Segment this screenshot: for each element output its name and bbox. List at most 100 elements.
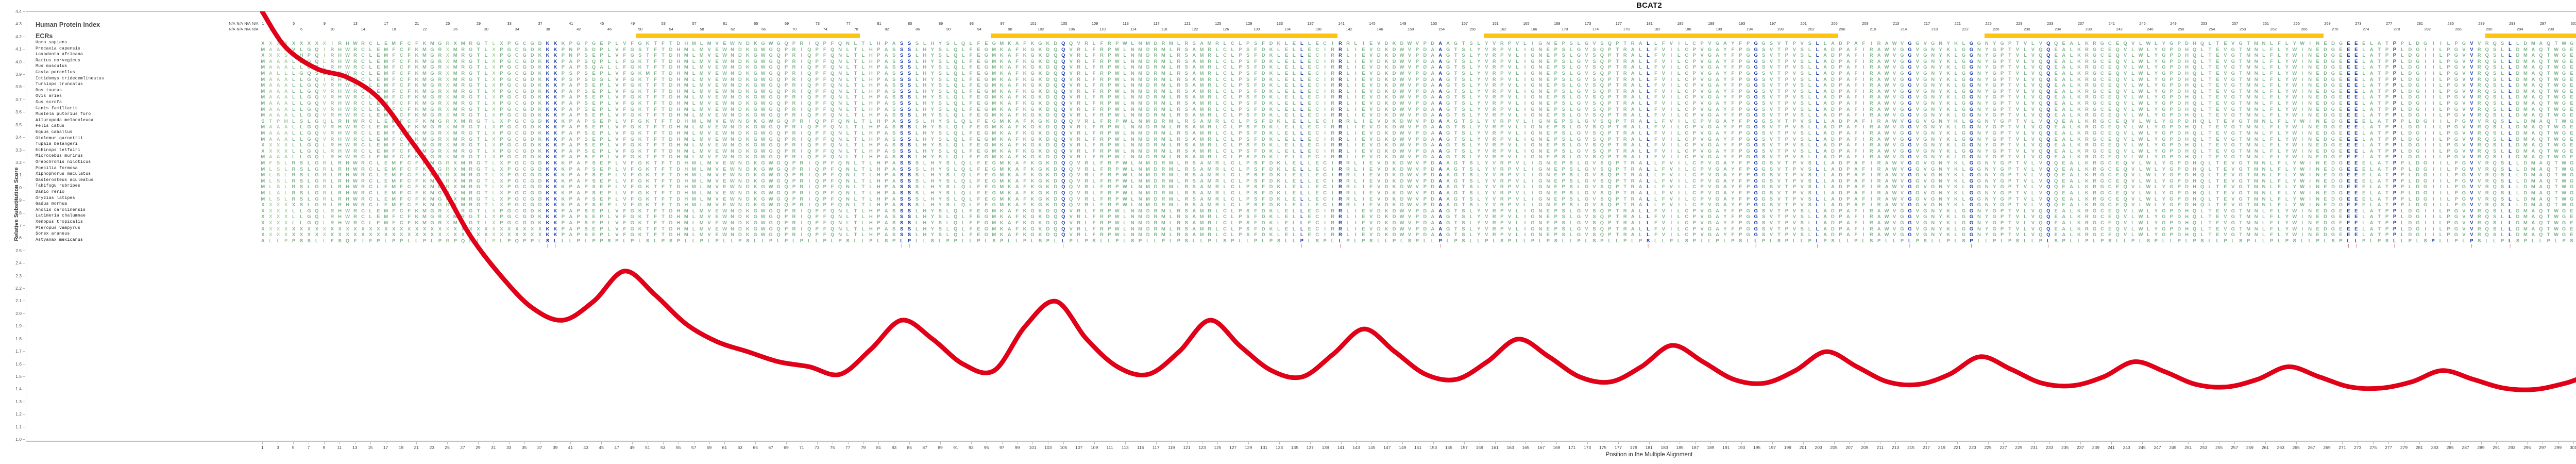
x-tick-label: 1 (261, 445, 264, 450)
species-label[interactable]: Echinops telfairi (36, 147, 80, 153)
x-tick-label: 177 (1614, 445, 1622, 450)
x-tick-mark (1464, 442, 1465, 444)
species-label[interactable]: Procavia capensis (36, 46, 80, 51)
x-tick-label: 11 (337, 445, 342, 450)
y-tick-mark (23, 200, 25, 201)
species-label[interactable]: Oreochromis niloticus (36, 160, 91, 164)
species-label[interactable]: Tursiops truncatus (36, 82, 83, 87)
species-label[interactable]: Takifugu rubripes (36, 184, 80, 189)
x-tick-label: 31 (491, 445, 496, 450)
position-number: 178 (1623, 27, 1630, 31)
y-tick-mark (23, 74, 25, 75)
ecr-block[interactable] (636, 34, 860, 38)
position-number: 266 (2301, 27, 2308, 31)
position-number: 53 (661, 21, 666, 26)
species-label[interactable]: Mustela putorius furo (36, 112, 91, 117)
position-number: 181 (1646, 21, 1653, 26)
x-tick-label: 291 (2493, 445, 2500, 450)
species-label[interactable]: Mus musculus (36, 64, 67, 69)
x-tick-label: 285 (2446, 445, 2454, 450)
position-number: 166 (1531, 27, 1537, 31)
x-tick-label: 235 (2061, 445, 2069, 450)
species-label[interactable]: Rattus norvegicus (36, 58, 80, 63)
x-tick-label: 197 (1768, 445, 1776, 450)
position-number: 77 (846, 21, 851, 26)
x-tick-mark (878, 442, 879, 444)
species-label[interactable]: Canis familiaris (36, 106, 78, 111)
x-tick-mark (1187, 442, 1188, 444)
y-tick-label: 3.7 (15, 96, 22, 102)
position-number: 61 (723, 21, 727, 26)
x-tick-label: 139 (1321, 445, 1329, 450)
x-tick-label: 57 (691, 445, 697, 450)
x-tick-label: 293 (2508, 445, 2516, 450)
species-label[interactable]: Xiphophorus maculatus (36, 172, 91, 177)
species-label[interactable]: Sorex araneus (36, 231, 70, 237)
ecr-track (228, 34, 2576, 38)
species-label[interactable]: Sus scrofa (36, 100, 62, 105)
position-number: 214 (1900, 27, 1907, 31)
x-tick-label: 119 (1167, 445, 1175, 450)
x-tick-mark (1279, 442, 1280, 444)
species-label[interactable]: Otolemur garnettii (36, 136, 83, 141)
species-label[interactable]: Tupaia belangeri (36, 142, 78, 147)
x-tick-mark (1849, 442, 1850, 444)
position-number: 126 (1223, 27, 1229, 31)
species-label[interactable]: Loxodonta africana (36, 52, 83, 57)
y-tick-label: 2.7 (15, 223, 22, 228)
species-label[interactable]: Equus caballus (36, 130, 73, 135)
species-label[interactable]: Latimeria chalumnae (36, 213, 86, 219)
species-label[interactable]: Bos taurus (36, 88, 62, 93)
position-number: 270 (2332, 27, 2338, 31)
x-tick-mark (1495, 442, 1496, 444)
ecr-block[interactable] (991, 34, 1338, 38)
species-label[interactable]: Homo sapiens (36, 40, 67, 45)
position-number: 18 (392, 27, 396, 31)
position-number: 222 (1962, 27, 1969, 31)
species-label[interactable]: Gadus morhua (36, 202, 67, 207)
species-label[interactable]: Ailuropoda melanoleuca (36, 118, 94, 123)
species-label[interactable]: Microcebus murinus (36, 154, 83, 159)
x-tick-mark (1063, 442, 1064, 444)
x-tick-label: 253 (2200, 445, 2208, 450)
x-tick-label: 159 (1476, 445, 1483, 450)
species-label[interactable]: Poecilia formosa (36, 165, 78, 171)
species-label[interactable]: Cavia porcellus (36, 70, 75, 75)
x-tick-label: 153 (1429, 445, 1437, 450)
species-label[interactable]: Xenopus tropicalis (36, 220, 83, 224)
ecr-block[interactable] (2485, 34, 2576, 38)
y-tick-label: 3.6 (15, 109, 22, 115)
ecr-block[interactable] (1985, 34, 2324, 38)
x-tick-mark (1310, 442, 1311, 444)
species-label[interactable]: Ictidomys tridecemlineatus (36, 76, 104, 81)
species-label[interactable]: Oryzias latipes (36, 195, 75, 201)
species-label[interactable]: Astyanax mexicanus (36, 237, 83, 242)
position-number: 206 (1839, 27, 1845, 31)
species-label[interactable]: Felis catus (36, 124, 65, 129)
position-number: 301 (2570, 21, 2576, 26)
position-number: 125 (1215, 21, 1222, 26)
position-number: 281 (2416, 21, 2424, 26)
ecr-block[interactable] (1484, 34, 1838, 38)
x-tick-label: 231 (2030, 445, 2038, 450)
x-tick-label: 173 (1583, 445, 1591, 450)
y-tick-label: 1.1 (15, 424, 22, 429)
x-tick-label: 89 (938, 445, 943, 450)
x-tick-label: 215 (1907, 445, 1915, 450)
position-number: 69 (784, 21, 789, 26)
species-label[interactable]: Pteropus vampyrus (36, 225, 80, 230)
species-label[interactable]: Gasterosteus aculeatus (36, 177, 94, 183)
species-label[interactable]: Anolis carolinensis (36, 207, 86, 212)
species-label[interactable]: Ovis aries (36, 94, 62, 99)
position-number: 57 (692, 21, 697, 26)
y-tick-label: 3.0 (15, 185, 22, 190)
species-label[interactable]: Danio rerio (36, 190, 65, 194)
position-number: 30 (484, 27, 489, 31)
